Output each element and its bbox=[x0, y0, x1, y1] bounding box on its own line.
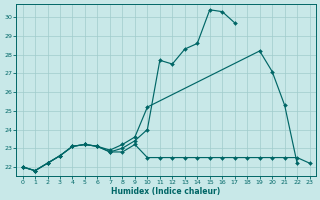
X-axis label: Humidex (Indice chaleur): Humidex (Indice chaleur) bbox=[111, 187, 221, 196]
